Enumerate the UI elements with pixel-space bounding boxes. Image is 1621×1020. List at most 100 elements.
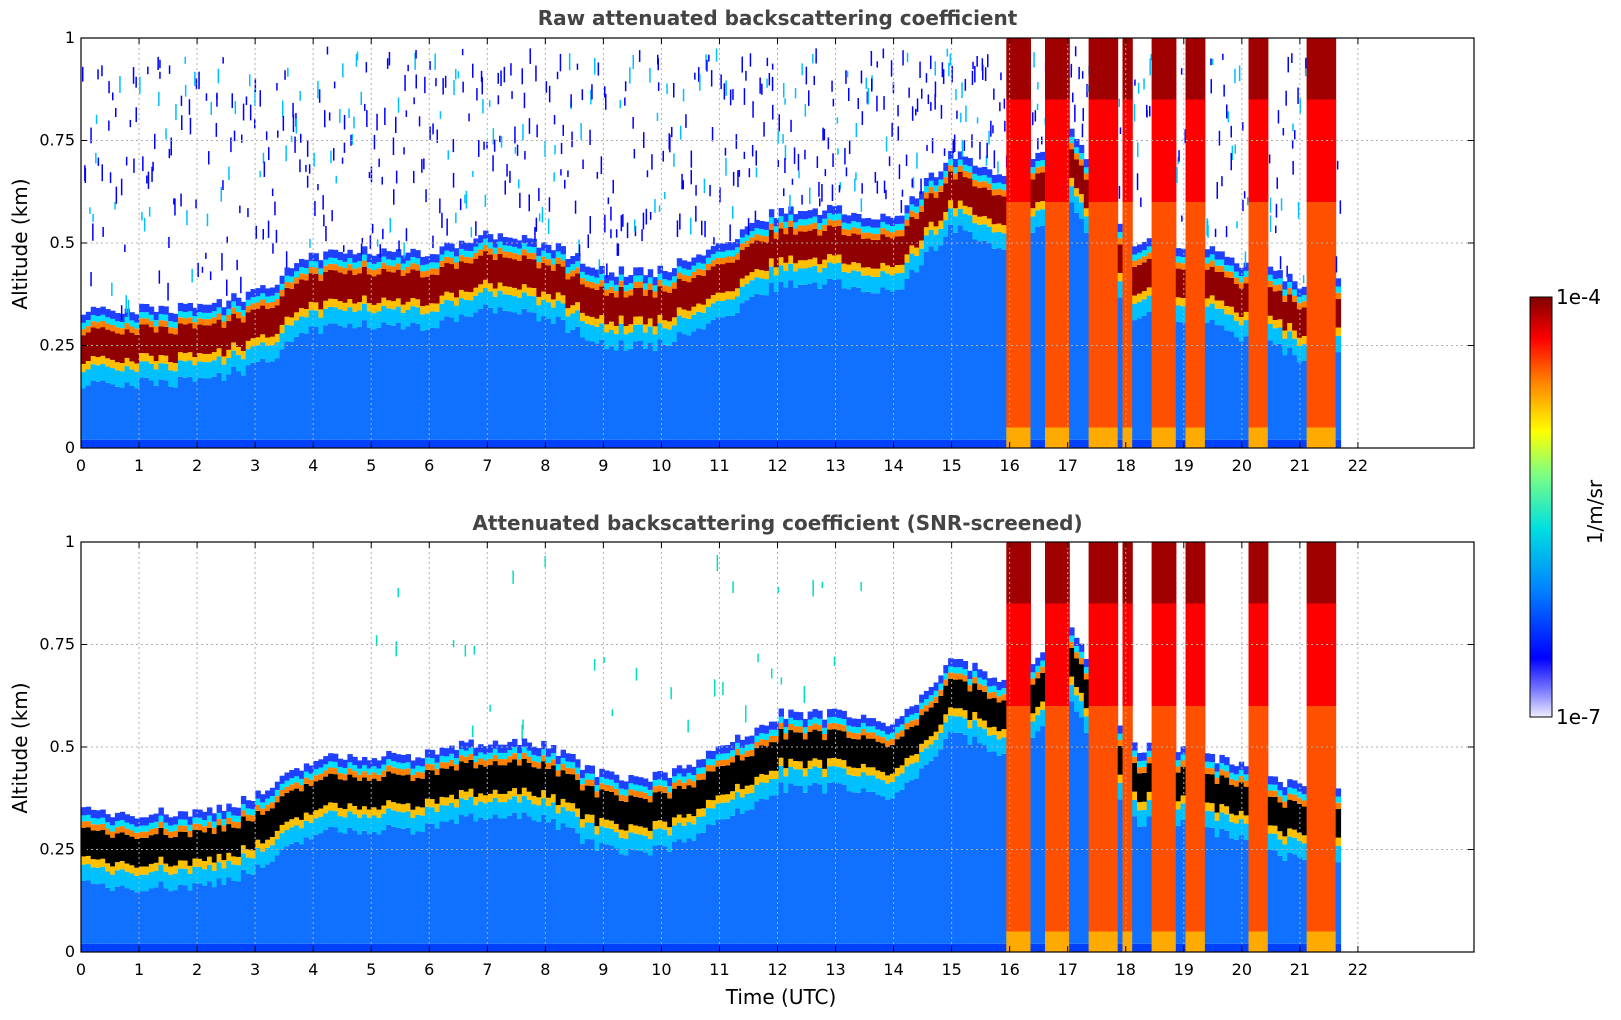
heatmap-cell: [793, 726, 799, 733]
heatmap-noise-cell: [784, 98, 786, 105]
heatmap-cell: [705, 771, 712, 800]
heatmap-cell: [580, 271, 586, 279]
heatmap-noise-cell: [132, 67, 135, 84]
heatmap-cell: [391, 439, 397, 448]
heatmap-cell: [986, 727, 993, 736]
heatmap-cell: [613, 291, 620, 298]
heatmap-cell: [1214, 783, 1220, 813]
heatmap-cell: [269, 361, 276, 440]
heatmap-cell: [759, 241, 765, 271]
heatmap-cell: [386, 765, 392, 772]
heatmap-cell: [192, 809, 198, 818]
heatmap-cell: [187, 376, 193, 440]
heatmap-noise-cell: [657, 82, 660, 91]
heatmap-cell: [245, 299, 252, 307]
heatmap-noise-cell: [860, 198, 863, 212]
heatmap-noise-cell: [610, 229, 612, 239]
heatmap-cell: [148, 888, 155, 944]
heatmap-cell: [705, 765, 712, 772]
heatmap-cell: [424, 943, 431, 952]
heatmap-cell: [1287, 779, 1293, 788]
heatmap-cell: [526, 763, 533, 792]
heatmap-cell: [875, 219, 881, 228]
heatmap-cell: [531, 761, 537, 768]
heatmap-cell: [376, 760, 382, 769]
heatmap-cell: [1103, 202, 1109, 428]
heatmap-cell: [633, 796, 639, 826]
heatmap-cell: [691, 306, 697, 315]
heatmap-noise-cell: [1291, 53, 1293, 63]
heatmap-cell: [546, 822, 552, 944]
heatmap-cell: [337, 773, 344, 780]
heatmap-cell: [158, 355, 164, 364]
heatmap-cell: [424, 305, 431, 314]
heatmap-cell: [550, 250, 557, 259]
heatmap-cell: [110, 368, 116, 385]
heatmap-cell: [822, 793, 828, 944]
heatmap-noise-cell: [1210, 58, 1212, 66]
heatmap-cell: [875, 741, 881, 771]
heatmap-cell: [1277, 943, 1283, 952]
heatmap-cell: [807, 259, 813, 268]
heatmap-cell: [919, 943, 925, 952]
heatmap-cell: [739, 754, 746, 761]
heatmap-noise-cell: [492, 128, 495, 145]
heatmap-cell: [207, 821, 213, 828]
heatmap-cell: [449, 264, 455, 293]
heatmap-cell: [730, 762, 736, 792]
heatmap-cell: [1069, 627, 1075, 636]
heatmap-cell: [454, 749, 460, 759]
heatmap-cell: [371, 815, 378, 832]
heatmap-noise-cell: [275, 229, 278, 244]
heatmap-noise-cell: [992, 125, 994, 134]
heatmap-noise-cell: [259, 170, 261, 178]
heatmap-cell: [570, 827, 576, 944]
heatmap-cell: [463, 943, 470, 952]
x-tick-label: 9: [598, 456, 608, 475]
heatmap-cell: [197, 439, 203, 448]
heatmap-noise-cell: [845, 167, 848, 177]
heatmap-cell: [1321, 706, 1327, 932]
heatmap-cell: [521, 795, 528, 813]
heatmap-cell: [386, 324, 392, 440]
heatmap-cell: [347, 299, 353, 308]
heatmap-cell: [1035, 657, 1041, 666]
heatmap-noise-cell: [114, 202, 116, 210]
heatmap-cell: [313, 261, 319, 268]
heatmap-cell: [405, 310, 411, 327]
heatmap-cell: [1321, 427, 1327, 448]
heatmap-noise-cell: [589, 216, 591, 234]
heatmap-cell: [667, 777, 673, 787]
heatmap-cell: [134, 839, 140, 868]
heatmap-cell: [739, 739, 746, 749]
heatmap-noise-cell: [867, 87, 869, 105]
heatmap-cell: [265, 362, 271, 440]
heatmap-cell: [1263, 542, 1269, 604]
heatmap-cell: [497, 793, 503, 803]
heatmap-cell: [1185, 706, 1191, 932]
heatmap-cell: [618, 439, 625, 448]
heatmap-cell: [85, 439, 92, 448]
heatmap-cell: [1093, 542, 1099, 604]
heatmap-cell: [114, 870, 121, 887]
heatmap-noise-cell: [236, 259, 238, 271]
heatmap-cell: [865, 267, 872, 276]
heatmap-cell: [90, 321, 97, 328]
heatmap-cell: [546, 259, 552, 266]
heatmap-cell: [860, 218, 867, 227]
heatmap-cell: [1180, 298, 1186, 307]
heatmap-cell: [1141, 826, 1148, 944]
heatmap-cell: [991, 439, 998, 448]
heatmap-cell: [202, 826, 208, 833]
heatmap-cell: [928, 687, 935, 696]
heatmap-cell: [536, 247, 542, 256]
heatmap-cell: [357, 252, 363, 262]
heatmap-cell: [778, 708, 784, 717]
heatmap-cell: [812, 729, 818, 759]
heatmap-cell: [1035, 202, 1041, 211]
heatmap-cell: [914, 713, 920, 720]
heatmap-cell: [1224, 765, 1230, 772]
heatmap-cell: [914, 943, 920, 952]
heatmap-noise-cell: [524, 151, 526, 160]
heatmap-cell: [633, 833, 639, 851]
